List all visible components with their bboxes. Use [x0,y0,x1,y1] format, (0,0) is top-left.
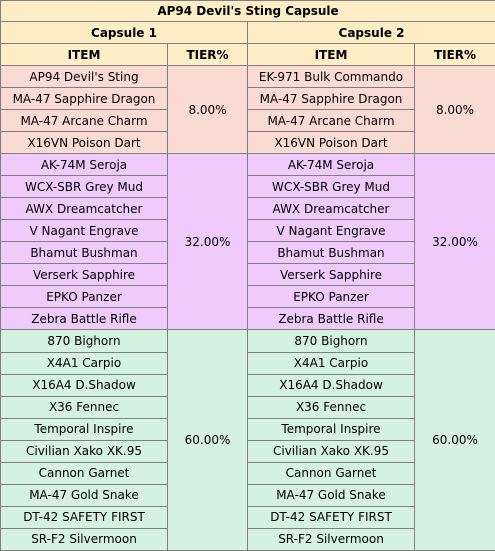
capsule-2-item-cell: WCX-SBR Grey Mud [247,175,415,199]
capsule-2-item-cell: MA-47 Sapphire Dragon [247,87,415,111]
capsule-2-item-cell: AK-74M Seroja [247,153,415,177]
table-row: MA-47 Sapphire Dragon MA-47 Sapphire Drag… [0,87,495,111]
capsule-2-item-cell: X4A1 Carpio [247,351,415,375]
table-title: AP94 Devil's Sting Capsule [0,0,495,23]
capsule-2-item-cell: DT-42 SAFETY FIRST [247,505,415,529]
table-row: V Nagant Engrave V Nagant Engrave [0,219,495,243]
capsule-2-item-cell: Verserk Sapphire [247,263,415,287]
capsule-2-item-cell: X16VN Poison Dart [247,131,415,155]
capsule-2-item-cell: X36 Fennec [247,395,415,419]
capsule-1-item-cell: Bhamut Bushman [0,241,168,265]
table-row: DT-42 SAFETY FIRST DT-42 SAFETY FIRST [0,505,495,529]
capsule-1-tier-header: TIER% [167,43,248,67]
capsule-2-item-header: ITEM [247,43,415,67]
capsule-1-item-cell: MA-47 Gold Snake [0,483,168,507]
capsule-1-item-cell: Cannon Garnet [0,461,168,485]
table-row: AK-74M Seroja 32.00% AK-74M Seroja 32.00% [0,153,495,331]
table-row: Bhamut Bushman Bhamut Bushman [0,241,495,265]
capsule-1-item-cell: AP94 Devil's Sting [0,65,168,89]
capsule-1-item-cell: AK-74M Seroja [0,153,168,177]
capsule-1-tier-percent: 60.00% [167,329,248,551]
table-row: X16VN Poison Dart X16VN Poison Dart [0,131,495,155]
capsule-2-item-cell: X16A4 D.Shadow [247,373,415,397]
table-row: Zebra Battle Rifle Zebra Battle Rifle [0,307,495,331]
capsule-1-item-cell: X36 Fennec [0,395,168,419]
capsule-1-item-cell: Zebra Battle Rifle [0,307,168,331]
capsule-2-item-cell: MA-47 Gold Snake [247,483,415,507]
capsule-2-item-cell: AWX Dreamcatcher [247,197,415,221]
capsule-2-item-cell: MA-47 Arcane Charm [247,109,415,133]
capsule-2-item-cell: V Nagant Engrave [247,219,415,243]
capsule-1-header: Capsule 1 [0,21,248,45]
capsule-2-tier-percent: 32.00% [413,153,495,331]
capsule-1-tier-percent: 32.00% [167,153,248,331]
capsule-1-item-cell: MA-47 Sapphire Dragon [0,87,168,111]
capsule-2-tier-header: TIER% [413,43,495,67]
capsule-1-item-cell: WCX-SBR Grey Mud [0,175,168,199]
capsule-1-item-cell: V Nagant Engrave [0,219,168,243]
capsule-1-item-cell: MA-47 Arcane Charm [0,109,168,133]
capsule-2-tier-percent: 60.00% [413,329,495,551]
table-row: Verserk Sapphire Verserk Sapphire [0,263,495,287]
table-row: EPKO Panzer EPKO Panzer [0,285,495,309]
capsule-1-item-cell: Verserk Sapphire [0,263,168,287]
table-row: X16A4 D.Shadow X16A4 D.Shadow [0,373,495,397]
capsule-2-item-cell: EPKO Panzer [247,285,415,309]
table-row: Cannon Garnet Cannon Garnet [0,461,495,485]
capsule-1-item-header: ITEM [0,43,168,67]
title-row: AP94 Devil's Sting Capsule [0,0,495,23]
table-row: AP94 Devil's Sting 8.00% EK-971 Bulk Comma… [0,65,495,155]
capsule-2-item-cell: Civilian Xako XK.95 [247,439,415,463]
table-row: Temporal Inspire Temporal Inspire [0,417,495,441]
capsule-2-item-cell: Temporal Inspire [247,417,415,441]
capsule-2-item-cell: Cannon Garnet [247,461,415,485]
capsule-1-item-cell: 870 Bighorn [0,329,168,353]
capsule-2-header: Capsule 2 [246,21,495,45]
capsule-1-item-cell: EPKO Panzer [0,285,168,309]
capsule-2-item-cell: SR-F2 Silvermoon [247,527,415,551]
table-row: SR-F2 Silvermoon SR-F2 Silvermoon [0,527,495,551]
table-row: WCX-SBR Grey Mud WCX-SBR Grey Mud [0,175,495,199]
table-row: 870 Bighorn 60.00% 870 Bighorn 60.00% [0,329,495,551]
capsule-1-item-cell: Temporal Inspire [0,417,168,441]
capsule-1-tier-percent: 8.00% [167,65,248,155]
capsule-2-item-cell: Zebra Battle Rifle [247,307,415,331]
capsule-1-item-cell: SR-F2 Silvermoon [0,527,168,551]
capsule-2-item-cell: Bhamut Bushman [247,241,415,265]
column-header-row: ITEM TIER% ITEM TIER% [0,43,495,67]
table-row: AWX Dreamcatcher AWX Dreamcatcher [0,197,495,221]
table-row: MA-47 Arcane Charm MA-47 Arcane Charm [0,109,495,133]
capsule-1-item-cell: X16A4 D.Shadow [0,373,168,397]
capsule-2-item-cell: 870 Bighorn [247,329,415,353]
capsule-header-row: Capsule 1 Capsule 2 [0,21,495,45]
capsule-2-tier-percent: 8.00% [413,65,495,155]
capsule-1-item-cell: DT-42 SAFETY FIRST [0,505,168,529]
capsule-1-item-cell: AWX Dreamcatcher [0,197,168,221]
capsule-1-item-cell: X16VN Poison Dart [0,131,168,155]
table-row: X36 Fennec X36 Fennec [0,395,495,419]
capsule-2-item-cell: EK-971 Bulk Commando [247,65,415,89]
capsule-1-item-cell: X4A1 Carpio [0,351,168,375]
capsule-1-item-cell: Civilian Xako XK.95 [0,439,168,463]
table-row: Civilian Xako XK.95 Civilian Xako XK.95 [0,439,495,463]
